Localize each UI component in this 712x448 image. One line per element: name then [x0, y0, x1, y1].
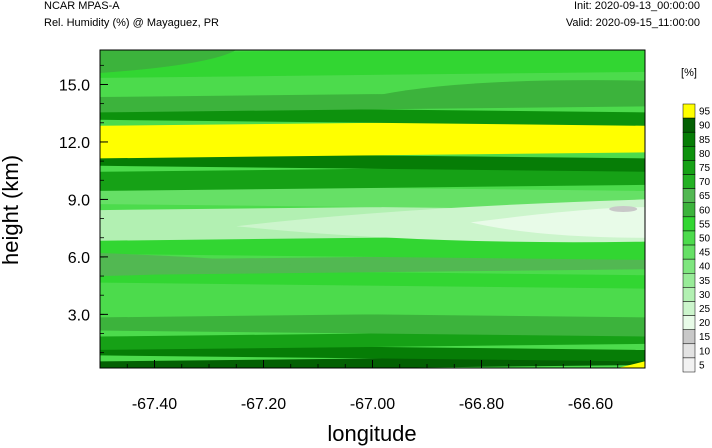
- colorbar-label: 95: [699, 107, 711, 118]
- colorbar-swatch: [682, 258, 696, 274]
- humidity-band: [100, 165, 645, 191]
- colorbar-label: 30: [699, 290, 711, 301]
- upper-left-region: [100, 50, 237, 73]
- colorbar-label: 35: [699, 276, 711, 287]
- colorbar-label: 55: [699, 219, 711, 230]
- init-time: Init: 2020-09-13_00:00:00: [574, 0, 700, 12]
- colorbar-swatch: [682, 131, 696, 147]
- moist-tongue: [100, 253, 291, 277]
- humidity-band: [100, 269, 645, 289]
- x-tick-label: -67.20: [241, 396, 286, 413]
- humidity-band: [100, 253, 645, 276]
- humidity-band: [100, 152, 645, 172]
- colorbar-label: 60: [699, 205, 711, 216]
- humidity-band: [100, 330, 645, 350]
- x-tick-label: -67.40: [132, 396, 177, 413]
- colorbar-swatch: [682, 244, 696, 260]
- colorbar-swatch: [682, 343, 696, 359]
- humidity-band: [100, 282, 645, 318]
- humidity-band: [100, 119, 645, 159]
- colorbar-swatch: [682, 188, 696, 203]
- y-axis: 3.0 6.0 9.0 12.0 15.0: [59, 64, 108, 354]
- colorbar-label: 75: [699, 163, 711, 174]
- y-tick-label: 12.0: [59, 135, 90, 152]
- colorbar-label: 50: [699, 234, 711, 245]
- upper-right-region: [345, 80, 645, 106]
- colorbar-swatch: [682, 174, 696, 189]
- x-tick-label: -66.80: [459, 396, 504, 413]
- colorbar-swatch: [682, 160, 696, 175]
- colorbar-swatch: [682, 117, 696, 133]
- colorbar-swatch: [682, 315, 696, 330]
- colorbar-swatch: [682, 357, 696, 373]
- colorbar-label: 20: [699, 318, 711, 329]
- y-tick-label: 6.0: [68, 250, 90, 267]
- colorbar-label: 15: [699, 332, 711, 343]
- colorbar-label: 5: [699, 360, 705, 371]
- humidity-features: [100, 50, 645, 368]
- colorbar-swatch: [682, 230, 696, 246]
- x-axis-label: longitude: [327, 421, 416, 446]
- humidity-band: [100, 106, 645, 126]
- colorbar-swatch: [682, 202, 696, 218]
- colorbar-label: 65: [699, 191, 711, 202]
- colorbar-label: 25: [699, 304, 711, 315]
- colorbar-swatch: [682, 103, 696, 119]
- colorbar-label: 80: [699, 149, 711, 160]
- colorbar-swatch: [682, 273, 696, 288]
- chart-subtitle: Rel. Humidity (%) @ Mayaguez, PR: [44, 17, 219, 29]
- y-tick-label: 9.0: [68, 192, 90, 209]
- colorbar-swatch: [682, 216, 696, 232]
- humidity-band: [100, 184, 645, 211]
- x-tick-label: -67.00: [350, 396, 395, 413]
- colorbar-label: 40: [699, 262, 711, 273]
- colorbar-swatch: [682, 287, 696, 302]
- plot-area: [100, 50, 645, 368]
- colorbar-label: 70: [699, 177, 711, 188]
- x-tick-label: -66.60: [568, 396, 613, 413]
- colorbar-swatch: [682, 329, 696, 345]
- surface-saturated-patch: [617, 361, 645, 368]
- y-tick-label: 3.0: [68, 307, 90, 324]
- dry-core: [470, 207, 645, 238]
- humidity-band: [100, 311, 645, 337]
- colorbar-swatch: [682, 146, 696, 161]
- y-tick-label: 15.0: [59, 77, 90, 94]
- colorbar-label: 85: [699, 135, 711, 146]
- colorbar-label: 45: [699, 248, 711, 259]
- colorbar-unit: [%]: [681, 67, 697, 79]
- colorbar-label: 90: [699, 121, 711, 132]
- colorbar-swatch: [682, 301, 696, 316]
- x-axis: -67.40 -67.20 -67.00 -66.80 -66.60: [99, 360, 646, 413]
- valid-time: Valid: 2020-09-15_11:00:00: [565, 17, 700, 29]
- colorbar: 95 90 85 80 75 70 65 60 55 50 45 40 35 30 25 20 15 10 5: [682, 103, 711, 373]
- colorbar-label: 10: [699, 346, 711, 357]
- driest-spot: [609, 206, 638, 212]
- y-axis-label: height (km): [0, 155, 23, 265]
- humidity-band: [100, 50, 645, 78]
- chart-source-title: NCAR MPAS-A: [44, 0, 120, 12]
